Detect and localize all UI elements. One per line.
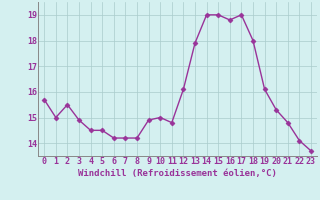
- X-axis label: Windchill (Refroidissement éolien,°C): Windchill (Refroidissement éolien,°C): [78, 169, 277, 178]
